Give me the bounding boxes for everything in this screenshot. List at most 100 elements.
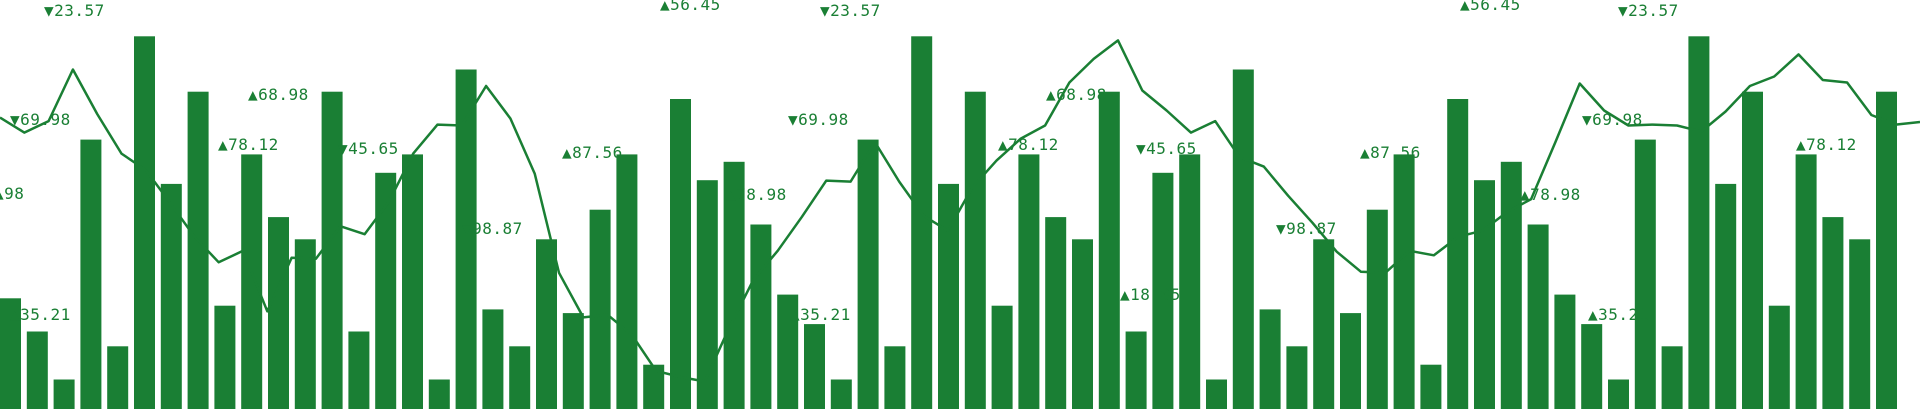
bar	[1527, 224, 1549, 409]
bar	[134, 36, 155, 410]
bar	[1018, 154, 1040, 409]
bar	[857, 139, 879, 409]
bar	[1876, 91, 1897, 409]
bars-layer	[0, 36, 1897, 410]
bar	[696, 180, 718, 409]
price-label: ▲56.45	[1460, 0, 1521, 14]
price-label: ▲35.21	[790, 305, 851, 324]
bar	[1581, 324, 1603, 409]
bar	[1608, 379, 1629, 409]
price-label: ▼45.65	[338, 139, 399, 158]
bar	[53, 379, 75, 409]
price-labels-layer: ▼23.57 ▼69.98 ▲68.98 ▲78.12 ▼45.65 ▲35.21 ▲87.…	[0, 0, 1857, 324]
price-label: ▲87.56	[1360, 143, 1421, 162]
price-label: ▲35.21	[10, 305, 71, 324]
price-label: ▲35.21	[1588, 305, 1649, 324]
bar	[428, 379, 450, 409]
price-label: ▲78.98	[1520, 185, 1581, 204]
bar	[1286, 346, 1308, 409]
bar	[160, 183, 182, 409]
price-label: ▲56.45	[660, 0, 721, 14]
bar	[1554, 294, 1576, 409]
price-label: ▲78.98	[726, 185, 787, 204]
bar	[884, 346, 906, 409]
bar	[1420, 364, 1442, 409]
bar	[643, 364, 665, 409]
price-label: ▼23.57	[44, 1, 105, 20]
bar	[1661, 346, 1683, 409]
bar	[1447, 99, 1469, 409]
bar	[562, 313, 584, 409]
bar	[750, 224, 772, 409]
bar	[187, 91, 209, 409]
price-label: ▲87.56	[562, 143, 623, 162]
bar	[1688, 36, 1710, 410]
bar	[482, 309, 504, 409]
bar	[1179, 154, 1201, 409]
bar	[321, 91, 343, 409]
bar	[911, 36, 933, 410]
bar	[1259, 309, 1281, 409]
bar	[509, 346, 531, 409]
bar	[268, 217, 289, 409]
bar	[1098, 91, 1120, 409]
bar	[0, 298, 21, 409]
bar	[589, 209, 611, 409]
price-line	[0, 39, 1920, 383]
bar	[402, 154, 423, 409]
bar	[1125, 331, 1147, 409]
price-label: ▼69.98	[788, 110, 849, 129]
bar	[1768, 305, 1790, 409]
bar	[1045, 217, 1067, 409]
bar	[938, 183, 959, 409]
bar	[536, 239, 557, 409]
bar	[991, 305, 1013, 409]
bar	[375, 172, 397, 409]
bar	[1152, 172, 1174, 409]
bar	[1474, 180, 1495, 409]
bar	[1715, 183, 1737, 409]
price-label: ▲98	[0, 184, 24, 203]
bar	[348, 331, 370, 409]
price-label: ▼98.87	[1276, 219, 1337, 238]
bar	[26, 331, 48, 409]
price-label: ▼45.65	[1136, 139, 1197, 158]
bar	[1849, 239, 1871, 409]
price-label: ▼69.98	[1582, 110, 1643, 129]
bar	[241, 154, 263, 409]
bar	[964, 91, 986, 409]
bar	[1393, 154, 1415, 409]
bar	[1500, 161, 1522, 409]
bar	[80, 139, 102, 409]
price-label: ▲68.98	[248, 85, 309, 104]
price-label: ▲78.12	[998, 135, 1059, 154]
bar	[1742, 91, 1763, 409]
bar	[214, 305, 236, 409]
bar	[1072, 239, 1093, 409]
price-label: ▼23.57	[1618, 1, 1679, 20]
bar	[723, 161, 745, 409]
bar	[294, 239, 316, 409]
price-line-layer	[0, 39, 1920, 383]
price-label: ▲78.12	[1796, 135, 1857, 154]
bar	[1340, 313, 1361, 409]
bar	[1232, 69, 1254, 409]
bar	[1795, 154, 1817, 409]
bar	[777, 294, 799, 409]
price-label: ▲68.98	[1046, 85, 1107, 104]
price-label: ▼23.57	[820, 1, 881, 20]
bar	[1366, 209, 1388, 409]
bar	[455, 69, 477, 409]
bar	[107, 346, 129, 409]
bar	[1206, 379, 1227, 409]
price-label: ▲78.12	[218, 135, 279, 154]
price-label: ▼98.87	[462, 219, 523, 238]
bar	[616, 154, 638, 409]
bar	[670, 99, 691, 409]
bar	[1822, 217, 1844, 409]
bar	[804, 324, 825, 409]
price-label: ▲18.05	[1120, 285, 1181, 304]
bar	[830, 379, 852, 409]
